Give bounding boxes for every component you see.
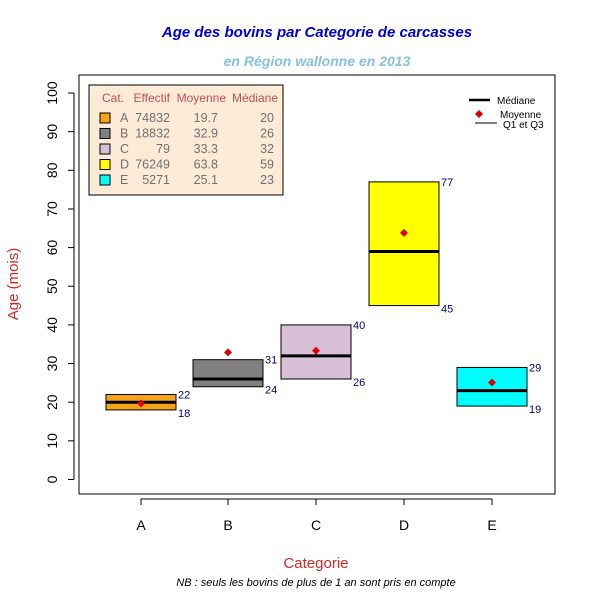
legend-mediane-D: 59 [260,158,274,172]
y-tick-label: 100 [44,81,60,105]
legend-table: Cat. Effectif Moyenne Médiane A 74832 19.7… [88,84,284,196]
legend-cat-E: E [120,173,128,187]
chart-subtitle: en Région wallonne en 2013 [224,53,411,69]
q3-label-E: 29 [529,362,541,374]
legend-swatch-E [99,174,111,186]
q1-label-C: 26 [353,377,365,389]
y-tick-label: 10 [44,433,60,449]
legend-header-cat: Cat. [102,91,124,105]
q1-label-E: 19 [529,404,541,416]
x-tick-label: D [399,517,409,533]
legend-effectif-C: 79 [156,142,170,156]
legend-cat-C: C [120,142,129,156]
chart-title: Age des bovins par Categorie de carcasse… [161,24,472,41]
y-tick-label: 20 [44,394,60,410]
y-tick-label: 60 [44,240,60,256]
legend-table-box [88,84,284,196]
y-axis-label: Age (mois) [5,248,22,321]
x-tick-label: C [311,517,321,533]
y-tick-label: 0 [44,475,60,483]
y-tick-label: 50 [44,278,60,294]
legend-swatch-B [99,128,111,139]
mean-marker-A [137,399,145,408]
x-axis-label: Categorie [283,555,348,572]
legend-moyenne-A: 19.7 [194,111,218,125]
q3-label-A: 22 [178,389,190,401]
box-B [192,359,264,388]
plot-frame [78,74,556,495]
legend-cat-B: B [120,127,128,141]
q1-label-D: 45 [441,304,453,316]
q3-label-B: 31 [265,355,277,367]
legend-moyenne-E: 25.1 [194,173,218,187]
box-E [456,366,528,407]
legend-header-mediane: Médiane [232,91,278,105]
y-tick-label: 30 [44,356,60,372]
legend-swatch-A [99,112,111,124]
legend-mediane-C: 32 [260,142,274,156]
q1-label-B: 24 [265,385,277,397]
y-tick-label: 40 [44,317,60,333]
legend-effectif-E: 5271 [142,173,170,187]
legend-moyenne-B: 32.9 [194,127,218,141]
y-tick-label: 80 [44,162,60,178]
x-tick-label: A [136,517,146,533]
legend-moyenne-C: 33.3 [194,142,218,156]
legend-swatch-C [99,143,111,155]
footnote: NB : seuls les bovins de plus de 1 an so… [176,577,455,589]
median-legend-label: Médiane [497,96,536,107]
legend-symbols: Médiane Moyenne Q1 et Q3 [469,96,544,131]
legend-mediane-A: 20 [260,111,274,125]
legend-effectif-B: 18832 [135,127,170,141]
q3-label-C: 40 [353,320,365,332]
legend-moyenne-D: 63.8 [194,158,218,172]
legend-effectif-A: 74832 [135,111,170,125]
legend-header-effectif: Effectif [134,91,171,105]
legend-cat-D: D [120,158,129,172]
x-tick-label: B [223,517,232,533]
legend-cat-A: A [120,111,129,125]
legend-mediane-E: 23 [260,173,274,187]
box-D [368,181,440,307]
boxes: 22 18 31 24 40 26 77 45 29 19 [105,177,541,420]
y-tick-label: 70 [44,201,60,217]
mean-legend-marker [475,110,483,118]
mean-marker-E [488,378,496,387]
y-axis: 0 10 20 30 40 50 60 70 80 90 100 [44,81,75,483]
legend-mediane-B: 26 [260,127,274,141]
x-axis: A B C D E [136,498,497,533]
y-tick-label: 90 [44,124,60,140]
quartiles-legend-label: Q1 et Q3 [503,120,544,131]
x-tick-label: E [487,517,496,533]
mean-legend-label: Moyenne [500,110,542,121]
legend-effectif-D: 76249 [135,158,170,172]
legend-header-moyenne: Moyenne [177,91,227,105]
mean-marker-C [312,346,320,355]
mean-marker-D [400,228,408,237]
q1-label-A: 18 [178,408,190,420]
mean-marker-B [224,348,232,357]
legend-swatch-D [99,159,111,170]
q3-label-D: 77 [441,177,453,189]
